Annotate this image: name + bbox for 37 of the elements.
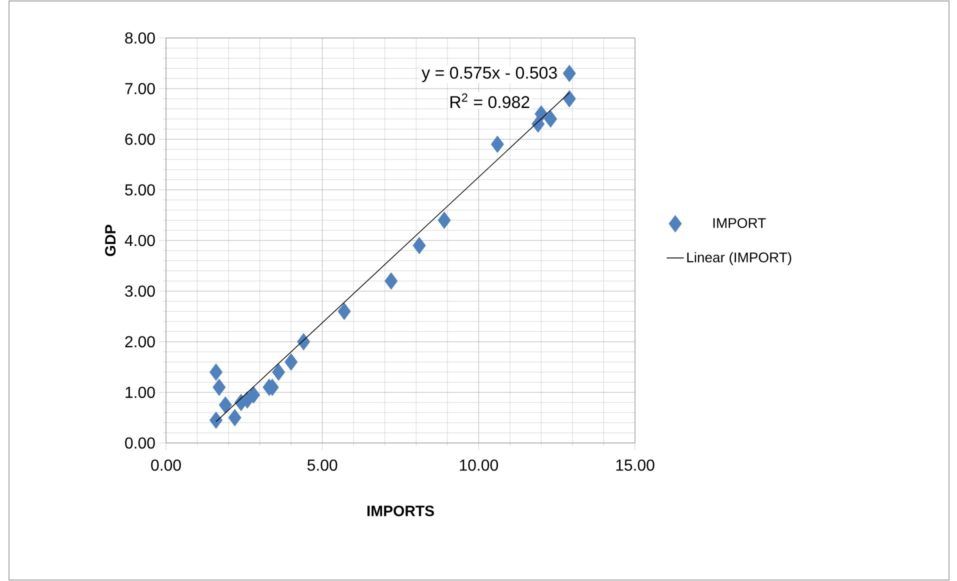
point — [247, 386, 260, 404]
y-tick-label: 1.00 — [126, 386, 155, 398]
point — [562, 64, 576, 82]
y-tick-label: 4.00 — [124, 234, 155, 246]
y-tick-label: 8.00 — [125, 32, 155, 44]
y-tick-label: 3.00 — [125, 285, 155, 297]
x-axis-title: IMPORTS — [367, 506, 434, 516]
point — [284, 353, 298, 371]
x-tick-label: 5.00 — [307, 460, 338, 471]
x-tick-label: 10.00 — [460, 460, 498, 471]
point — [272, 363, 286, 381]
point — [297, 333, 310, 350]
point — [209, 363, 223, 381]
annotation: R$^{2}$ = 0.982 — [450, 93, 530, 108]
point — [384, 272, 398, 290]
y-tick-label: 7.00 — [125, 82, 155, 94]
point — [534, 105, 548, 123]
annotation: y = 0.575x - 0.503 — [422, 66, 557, 82]
point — [438, 212, 451, 229]
y-tick-label: 2.00 — [125, 336, 155, 348]
x-tick-label: 0.00 — [151, 460, 181, 471]
y-tick-label: 5.00 — [125, 184, 155, 196]
point — [562, 90, 576, 108]
y-axis-title: GDP — [105, 224, 116, 256]
point — [412, 236, 426, 254]
legend-label: IMPORT — [713, 218, 766, 228]
point — [209, 412, 223, 429]
point — [218, 396, 232, 414]
x-tick-label: 15.00 — [616, 460, 654, 471]
y-tick-label: 6.00 — [125, 134, 155, 145]
point — [228, 409, 242, 426]
legend-label: Linear (IMPORT) — [687, 252, 792, 266]
y-tick-label: 0.00 — [125, 437, 155, 449]
point — [212, 378, 226, 396]
point — [490, 136, 504, 153]
point — [544, 110, 558, 128]
point — [338, 302, 351, 320]
